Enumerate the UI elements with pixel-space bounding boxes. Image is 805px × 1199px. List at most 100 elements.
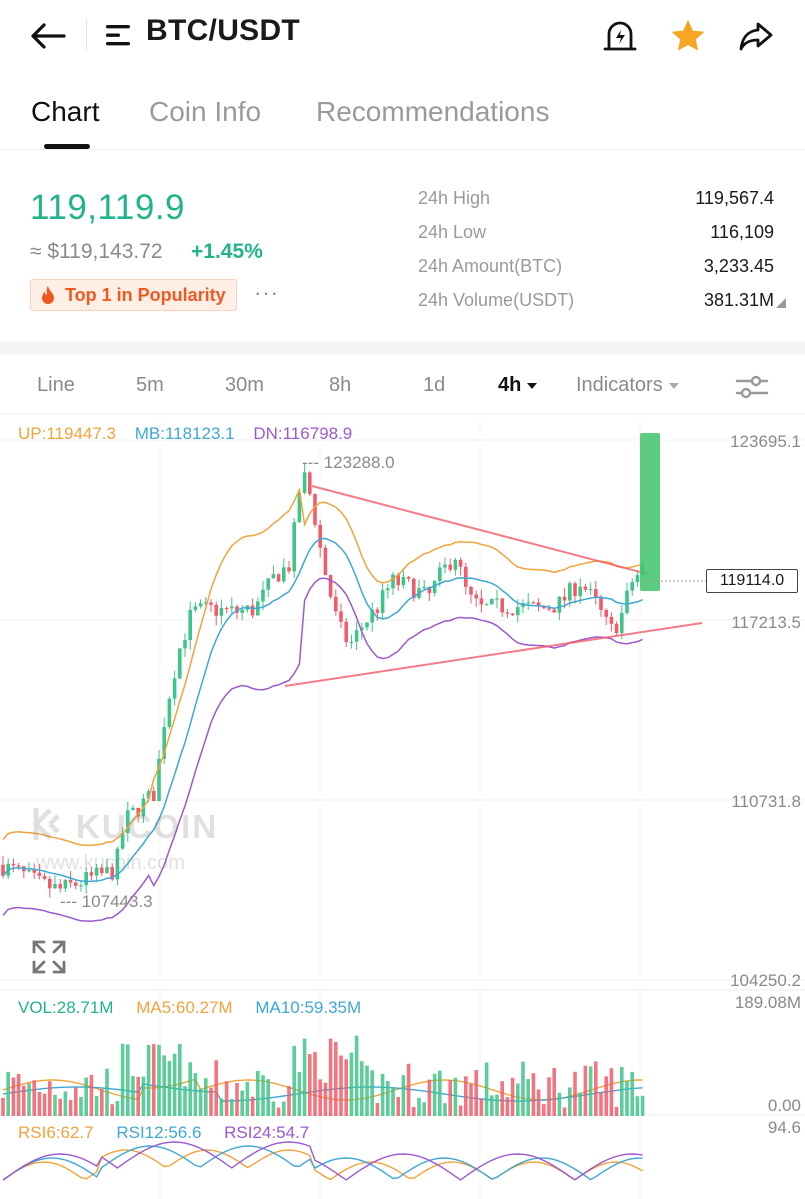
volume-bar	[625, 1081, 629, 1116]
volume-bar	[417, 1097, 421, 1116]
volume-bar	[370, 1070, 374, 1116]
candle-body	[297, 492, 302, 523]
watermark-url: www.kucoin.com	[36, 852, 185, 874]
candle-body	[250, 605, 255, 616]
chevron-down-icon	[527, 382, 538, 389]
more-options-icon[interactable]: ···	[254, 280, 279, 305]
volume-bar	[297, 1071, 302, 1116]
candle-body	[110, 867, 114, 880]
stat-row: 24h Volume(USDT) 381.31M	[418, 290, 786, 324]
volume-bar	[276, 1107, 281, 1116]
volume-bar	[292, 1045, 296, 1116]
candle-body	[474, 594, 478, 599]
volume-bar	[391, 1087, 395, 1116]
candle-body	[94, 867, 99, 876]
volume-bar	[334, 1041, 338, 1116]
interval-5m[interactable]: 5m	[136, 374, 164, 396]
candle-body	[375, 609, 380, 613]
volume-bar	[261, 1075, 265, 1116]
candle-body	[552, 609, 556, 613]
volume-bar	[224, 1081, 229, 1116]
candle-body	[74, 882, 78, 886]
y-axis-label: 110731.8	[731, 792, 801, 811]
price-change-percent: +1.45%	[191, 240, 263, 263]
candle-body	[599, 597, 603, 610]
rsi-axis-top: 94.6	[767, 1118, 801, 1137]
tab-coin-info[interactable]: Coin Info	[149, 96, 262, 127]
candle-body	[443, 564, 447, 568]
popularity-badge-label: Top 1 in Popularity	[65, 284, 226, 305]
candlestick-chart[interactable]	[0, 415, 805, 1199]
projection-block	[640, 433, 660, 591]
volume-bar	[547, 1077, 551, 1116]
price-alert-icon[interactable]	[600, 16, 640, 56]
volume-bar	[614, 1106, 619, 1116]
y-axis-label: 104250.2	[730, 971, 801, 990]
favorite-star-icon[interactable]	[668, 16, 708, 56]
volume-bar	[282, 1101, 286, 1116]
candle-body	[594, 589, 598, 598]
volume-bar	[167, 1060, 172, 1116]
trading-pair-title[interactable]: BTC/USDT	[146, 14, 301, 47]
candle-body	[490, 598, 494, 605]
tab-chart[interactable]: Chart	[31, 96, 100, 127]
volume-bar	[536, 1089, 541, 1116]
interval-8h[interactable]: 8h	[329, 374, 352, 396]
volume-bar	[635, 1096, 640, 1116]
list-menu-icon[interactable]	[104, 22, 134, 48]
volume-bar	[11, 1077, 16, 1116]
active-tab-indicator	[44, 144, 90, 149]
candle-body	[37, 872, 42, 876]
volume-bar	[271, 1101, 276, 1116]
volume-bar	[630, 1071, 634, 1116]
volume-bar	[484, 1062, 489, 1116]
volume-bar	[313, 1051, 317, 1116]
volume-bar	[531, 1073, 536, 1116]
candle-body	[495, 598, 499, 600]
candle-body	[568, 583, 572, 601]
volume-bar	[516, 1083, 520, 1116]
candle-body	[224, 607, 229, 610]
interval-4h[interactable]: 4h	[498, 374, 538, 397]
volume-bar	[568, 1087, 572, 1116]
candle-body	[89, 872, 94, 876]
volume-bar	[37, 1091, 42, 1116]
interval-line[interactable]: Line	[37, 374, 75, 396]
volume-bar	[27, 1083, 31, 1116]
volume-bar	[214, 1060, 218, 1116]
boll-middle-line	[2, 537, 643, 883]
volume-bar	[58, 1098, 62, 1116]
volume-bar	[521, 1061, 525, 1116]
volume-bar	[94, 1095, 99, 1116]
volume-bar	[84, 1077, 88, 1116]
candle-body	[432, 581, 437, 594]
usd-price: ≈ $119,143.72	[30, 240, 163, 263]
candle-body	[427, 586, 432, 594]
indicators-dropdown[interactable]: Indicators	[576, 374, 679, 397]
volume-bar	[464, 1076, 468, 1116]
share-icon[interactable]	[736, 16, 776, 56]
interval-30m[interactable]: 30m	[225, 374, 264, 396]
fullscreen-expand-icon[interactable]	[30, 938, 68, 976]
chevron-down-icon	[668, 382, 679, 389]
tab-recommendations[interactable]: Recommendations	[316, 96, 550, 127]
candle-body	[214, 604, 218, 616]
candle-body	[614, 623, 619, 634]
volume-bar	[401, 1075, 406, 1116]
volume-ma5-line	[2, 1078, 643, 1101]
back-arrow-icon[interactable]	[28, 18, 68, 54]
resistance-trendline	[311, 485, 649, 575]
vol-ma5-value: MA5:60.27M	[136, 998, 233, 1017]
volume-bar	[422, 1102, 426, 1116]
popularity-badge[interactable]: Top 1 in Popularity	[30, 279, 237, 311]
interval-1d[interactable]: 1d	[423, 374, 446, 396]
volume-bar	[53, 1094, 57, 1116]
candle-body	[479, 598, 484, 605]
volume-bar	[620, 1067, 624, 1116]
chart-settings-icon[interactable]	[734, 372, 770, 402]
stat-value: 116,109	[710, 222, 774, 242]
candle-body	[219, 607, 224, 616]
candle-body	[209, 602, 213, 605]
volume-bar	[552, 1067, 556, 1116]
volume-bar	[48, 1081, 52, 1116]
